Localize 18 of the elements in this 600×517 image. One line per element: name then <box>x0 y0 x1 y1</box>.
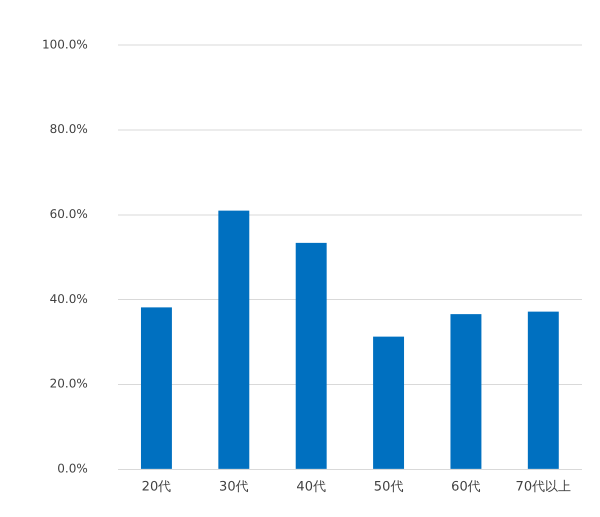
y-tick-label: 20.0% <box>50 376 88 391</box>
bar <box>140 307 172 469</box>
x-tick-label: 40代 <box>296 480 326 495</box>
bar <box>373 336 404 469</box>
y-tick-label: 40.0% <box>50 292 88 306</box>
y-tick-label: 60.0% <box>50 207 88 222</box>
y-tick-label: 80.0% <box>50 122 88 136</box>
bar <box>528 312 559 469</box>
bar <box>296 242 327 469</box>
y-tick-label: 0.0% <box>57 462 88 476</box>
bar <box>218 210 250 469</box>
y-tick-label: 100.0% <box>42 37 88 52</box>
x-tick-label: 60代 <box>451 480 481 495</box>
x-tick-label: 30代 <box>219 480 249 495</box>
x-tick-label: 70代以上 <box>516 480 572 495</box>
bar <box>450 314 482 469</box>
x-tick-label: 20代 <box>142 480 172 495</box>
x-tick-label: 50代 <box>374 480 404 495</box>
